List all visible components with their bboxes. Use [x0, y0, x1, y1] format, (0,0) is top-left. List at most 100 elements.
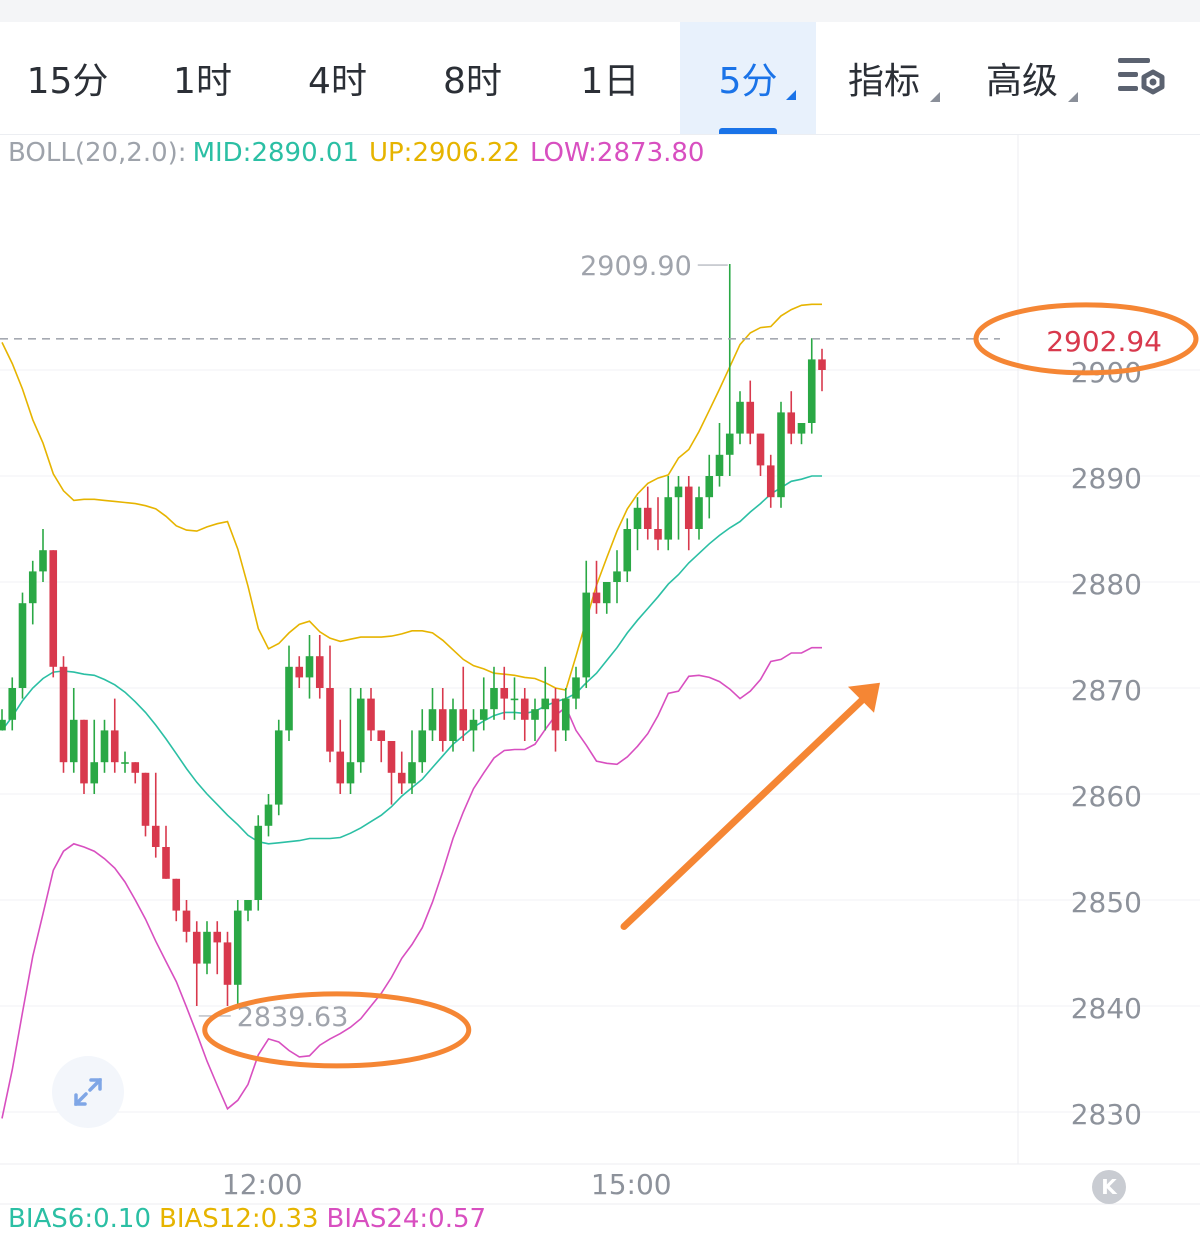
- candle-body: [295, 666, 304, 678]
- candle: [715, 423, 724, 487]
- tab-indicators[interactable]: 指标: [816, 22, 952, 134]
- candle-body: [582, 592, 591, 678]
- candle-body: [28, 571, 37, 604]
- candle-body: [736, 401, 744, 434]
- boll-name: BOLL(20,2.0):: [8, 138, 187, 168]
- max-price-label: 2909.90: [580, 251, 692, 282]
- candle-body: [664, 497, 673, 540]
- y-tick-label: 2840: [1071, 992, 1142, 1025]
- tab-5min[interactable]: 5分: [680, 22, 816, 134]
- candle: [807, 338, 816, 434]
- candle: [377, 730, 386, 763]
- tab-15min[interactable]: 15分: [0, 22, 135, 134]
- candle: [766, 454, 775, 508]
- chart-settings-icon[interactable]: [1112, 50, 1172, 106]
- candle: [664, 476, 673, 551]
- candle: [438, 688, 447, 752]
- tab-label: 1时: [173, 61, 232, 102]
- tab-advanced[interactable]: 高级: [952, 22, 1092, 134]
- candle: [100, 719, 109, 773]
- candle-body: [623, 529, 632, 572]
- candle-body: [531, 709, 539, 720]
- candle-body: [49, 550, 58, 667]
- candle: [725, 264, 734, 476]
- candle-body: [69, 719, 78, 763]
- candle-body: [408, 762, 416, 784]
- candle-body: [459, 709, 468, 731]
- tab-8h[interactable]: 8时: [405, 22, 540, 134]
- candle: [356, 688, 365, 773]
- candle-body: [326, 688, 334, 752]
- candle: [684, 476, 693, 551]
- candle: [162, 825, 170, 879]
- expand-chart-button[interactable]: [52, 1056, 124, 1128]
- candle-body: [438, 709, 447, 741]
- candle: [561, 688, 570, 741]
- candle: [756, 433, 765, 476]
- active-tab-indicator: [719, 128, 777, 134]
- candle: [367, 688, 375, 741]
- candle-body: [705, 476, 714, 498]
- candle-body: [346, 762, 355, 784]
- candle: [531, 698, 539, 741]
- candle: [459, 666, 468, 741]
- tab-1h[interactable]: 1时: [135, 22, 270, 134]
- candle: [674, 476, 683, 540]
- candle: [541, 666, 550, 731]
- candle-body: [787, 412, 796, 434]
- y-tick-label: 2890: [1071, 462, 1142, 495]
- y-tick-label: 2880: [1071, 568, 1142, 601]
- tab-1d[interactable]: 1日: [540, 22, 680, 134]
- x-axis-labels: 12:00 15:00: [222, 1168, 672, 1201]
- candle-body: [203, 931, 211, 964]
- candle-body: [510, 698, 519, 701]
- candle: [500, 666, 509, 720]
- candle-body: [551, 698, 560, 731]
- bias24-value: BIAS24:0.57: [326, 1204, 487, 1234]
- candle-body: [818, 359, 826, 370]
- candle-body: [387, 741, 396, 773]
- dropdown-triangle-icon: [786, 90, 796, 100]
- candle: [264, 794, 273, 837]
- boll-lower-line: [1, 646, 822, 1119]
- candle: [223, 931, 232, 1006]
- candle-body: [39, 550, 47, 572]
- candle-body: [315, 656, 324, 688]
- candle: [110, 698, 119, 773]
- candle-body: [162, 847, 170, 879]
- trend-arrow-shaft: [620, 687, 876, 930]
- candle-body: [397, 772, 406, 784]
- candle: [151, 772, 160, 858]
- candle-body: [121, 762, 129, 764]
- candle: [285, 645, 293, 741]
- y-tick-label: 2850: [1071, 886, 1142, 919]
- candle-body: [807, 359, 816, 423]
- candle-body: [572, 677, 580, 699]
- candle-body: [223, 942, 232, 985]
- tab-label: 8时: [443, 61, 502, 102]
- candle-body: [633, 507, 642, 529]
- tab-4h[interactable]: 4时: [270, 22, 405, 134]
- candle: [315, 635, 324, 699]
- candle-body: [654, 529, 662, 540]
- candle: [602, 582, 611, 614]
- candle: [69, 688, 78, 773]
- collapse-k-button[interactable]: K: [1092, 1170, 1126, 1204]
- candle: [428, 688, 437, 741]
- candles: [0, 264, 826, 1006]
- boll-mid-value: MID:2890.01: [192, 138, 359, 168]
- candle: [8, 677, 17, 731]
- candle-body: [100, 730, 109, 763]
- candle: [131, 762, 140, 784]
- candle-body: [756, 433, 765, 466]
- chart-grid: [0, 369, 1200, 1113]
- candle: [479, 677, 488, 731]
- candle-body: [449, 709, 457, 741]
- candle-body: [336, 751, 345, 784]
- candle: [397, 751, 406, 794]
- candle: [39, 529, 47, 582]
- candle-body: [520, 698, 529, 720]
- candle-body: [766, 465, 775, 498]
